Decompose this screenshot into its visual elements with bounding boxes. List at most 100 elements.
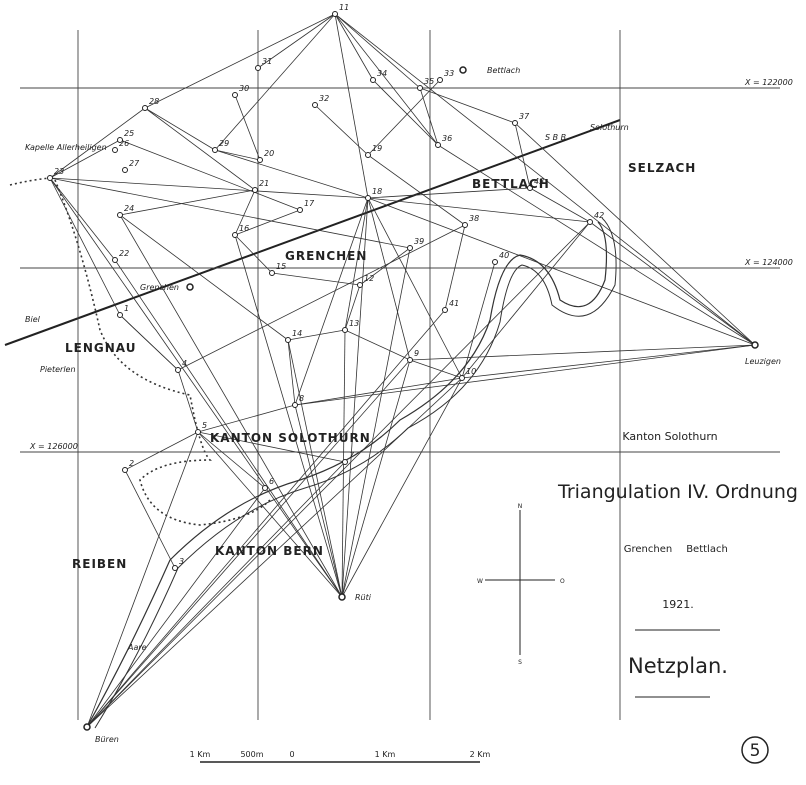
survey-line — [87, 222, 590, 727]
survey-point — [173, 566, 178, 571]
survey-line — [235, 95, 260, 160]
region-label: LENGNAU — [65, 341, 136, 355]
survey-line — [87, 310, 445, 727]
survey-line — [215, 14, 335, 150]
region-label: SELZACH — [628, 161, 696, 175]
survey-point — [371, 78, 376, 83]
survey-line — [198, 405, 295, 432]
survey-line — [87, 488, 265, 727]
point-label: 37 — [519, 112, 530, 121]
survey-point — [118, 213, 123, 218]
survey-line — [215, 150, 368, 198]
place-label: Bettlach — [487, 66, 520, 75]
survey-line — [120, 215, 342, 597]
survey-point — [256, 66, 261, 71]
survey-point — [358, 283, 363, 288]
survey-line — [295, 345, 755, 405]
river-bank — [95, 218, 616, 728]
point-label: 35 — [424, 77, 434, 86]
survey-point — [48, 176, 53, 181]
survey-line — [87, 432, 198, 727]
survey-line — [50, 178, 368, 198]
grid-label: X = 126000 — [29, 442, 78, 451]
scale-label: 500m — [240, 750, 263, 759]
survey-line — [335, 14, 438, 145]
point-label: 42 — [594, 211, 604, 220]
survey-line — [515, 123, 755, 345]
survey-line — [410, 345, 755, 360]
survey-line — [342, 248, 410, 597]
region-label: GRENCHEN — [285, 249, 367, 263]
survey-point — [463, 223, 468, 228]
survey-point — [588, 220, 593, 225]
survey-point — [118, 138, 123, 143]
survey-line — [368, 155, 465, 225]
survey-point — [263, 486, 268, 491]
point-label: 32 — [319, 94, 329, 103]
grid-label: X = 124000 — [744, 258, 793, 267]
compass-label: O — [560, 578, 565, 585]
survey-line — [345, 330, 410, 360]
place-label: Grenchen — [140, 283, 179, 292]
region-label: KANTON SOLOTHURN — [210, 431, 371, 445]
point-label: 19 — [372, 144, 382, 153]
place-label: Rüti — [355, 593, 372, 602]
place-label: Solothurn — [590, 123, 629, 132]
scale-label: 0 — [289, 750, 294, 759]
point-label: 14 — [292, 329, 302, 338]
survey-point — [123, 468, 128, 473]
point-label: 22 — [119, 249, 129, 258]
place: Grenchen — [624, 544, 672, 555]
point-label: 41 — [449, 299, 459, 308]
survey-point — [438, 78, 443, 83]
survey-point — [366, 153, 371, 158]
point-label: 20 — [264, 149, 274, 158]
point-label: 4 — [182, 359, 187, 368]
survey-point — [84, 724, 90, 730]
survey-point — [443, 308, 448, 313]
survey-point — [113, 148, 118, 153]
survey-point — [143, 106, 148, 111]
point-label: 23 — [54, 167, 64, 176]
point-label: 2 — [129, 459, 134, 468]
survey-line — [50, 178, 120, 315]
survey-point — [270, 271, 275, 276]
compass-label: S — [518, 659, 522, 666]
survey-line — [315, 105, 368, 155]
point-label: 16 — [239, 224, 249, 233]
sheet-number: 5 — [750, 741, 761, 761]
survey-point — [339, 594, 345, 600]
place-label: Aare — [127, 643, 147, 652]
survey-point — [233, 233, 238, 238]
point-label: 13 — [349, 319, 359, 328]
point-label: 15 — [276, 262, 286, 271]
place-label: Biel — [25, 315, 41, 324]
place-label: Kapelle Allerheiligen — [25, 143, 107, 152]
survey-line — [335, 14, 368, 198]
survey-point — [258, 158, 263, 163]
survey-point — [286, 338, 291, 343]
region-label: KANTON BERN — [215, 544, 324, 558]
point-label: 31 — [262, 57, 272, 66]
survey-line — [368, 198, 755, 345]
point-label: 9 — [414, 349, 419, 358]
point-label: 36 — [442, 134, 452, 143]
survey-point — [196, 430, 201, 435]
title: Triangulation IV. Ordnung — [557, 481, 798, 503]
point-label: 27 — [129, 159, 140, 168]
survey-point — [366, 196, 371, 201]
place-label: Büren — [95, 735, 119, 744]
place-label: Pieterlen — [40, 365, 76, 374]
point-label: 17 — [304, 199, 315, 208]
survey-line — [125, 470, 175, 568]
survey-line — [462, 345, 755, 378]
point-label: 30 — [239, 84, 249, 93]
year: 1921. — [662, 598, 694, 611]
map: Kanton Solothurn Triangulation IV. Ordnu… — [0, 0, 806, 785]
point-label: 29 — [219, 139, 229, 148]
survey-line — [235, 235, 342, 597]
survey-point — [176, 368, 181, 373]
survey-point — [118, 313, 123, 318]
point-label: 40 — [499, 251, 509, 260]
survey-point — [298, 208, 303, 213]
